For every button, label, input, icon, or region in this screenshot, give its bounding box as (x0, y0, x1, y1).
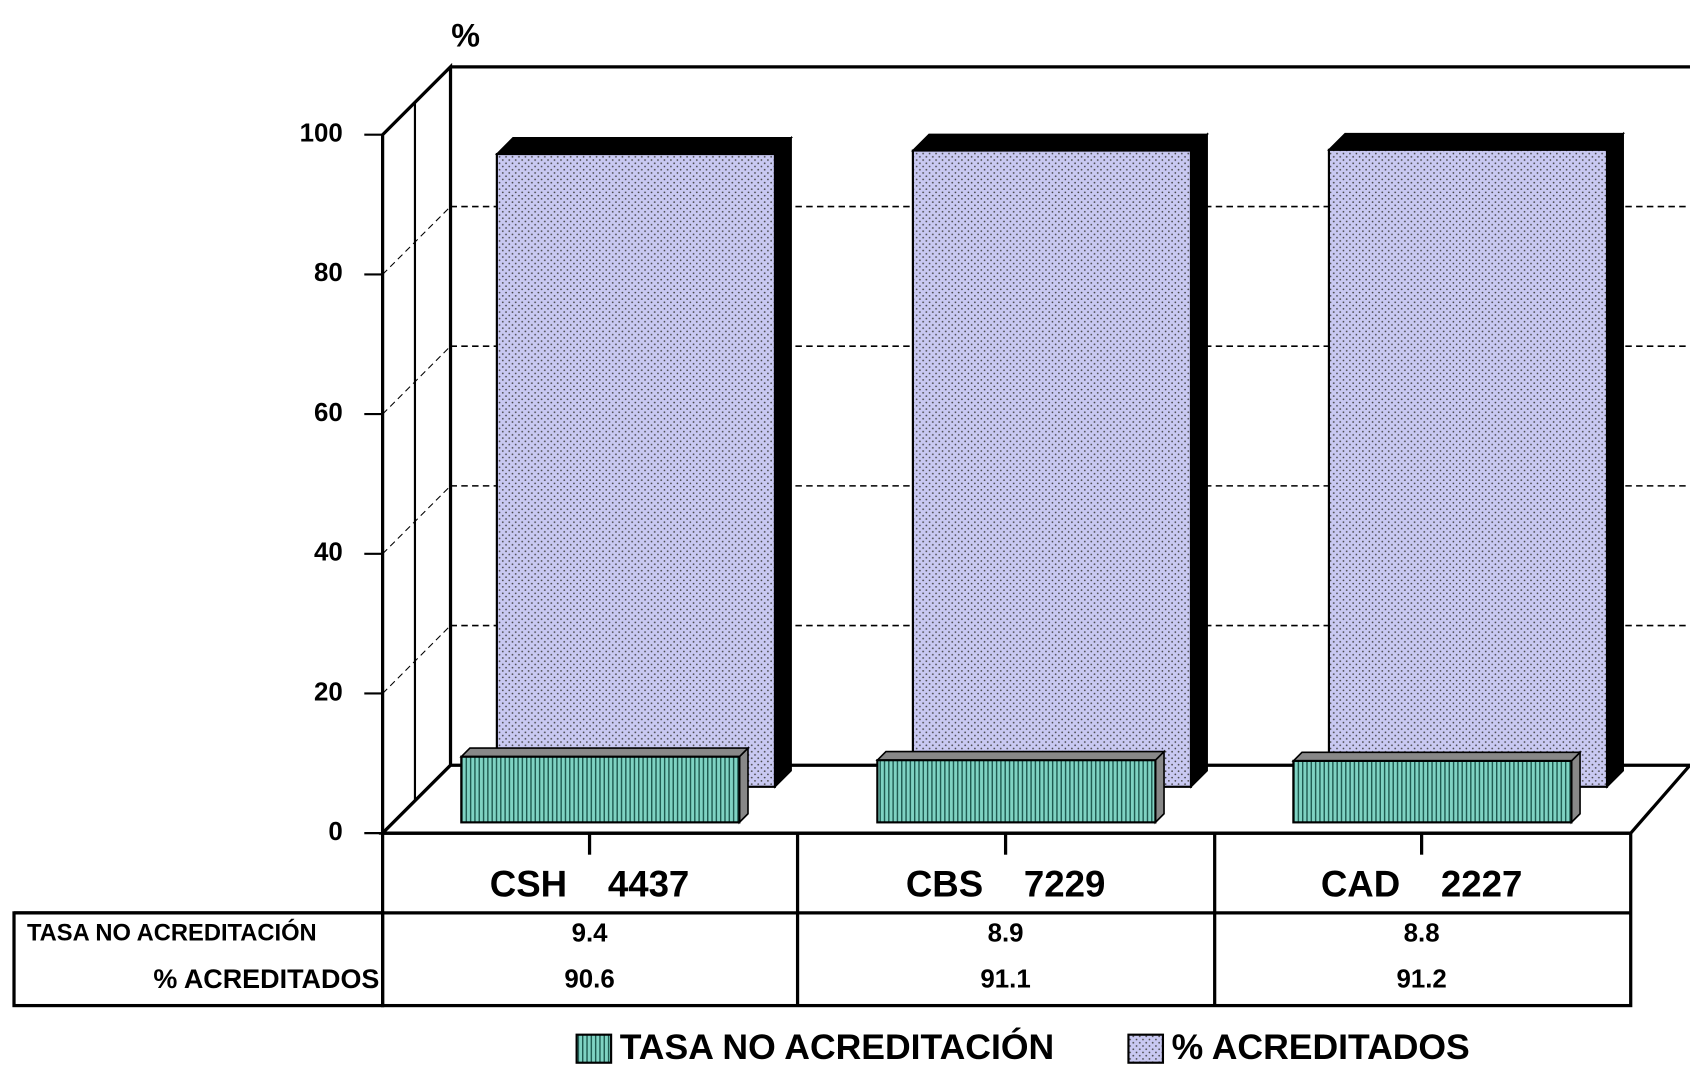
legend-swatch (1127, 1033, 1165, 1064)
y-tick-label: 80 (314, 259, 343, 287)
bar (495, 152, 777, 788)
grid-line (382, 206, 451, 275)
table-row-label: TASA NO ACREDITACIÓN (27, 919, 317, 947)
legend-label: TASA NO ACREDITACIÓN (620, 1027, 1054, 1067)
grid-line (382, 485, 451, 555)
table-cell: 8.8 (1404, 919, 1440, 947)
bar-side (774, 135, 792, 789)
bar-top (494, 137, 794, 155)
grid-line (382, 345, 451, 415)
bar (876, 759, 1157, 824)
y-tick-label: 40 (314, 539, 343, 567)
plot: % 0 20 40 60 80 100 CSH 4437 CBS 7229 CAD 2227 TA… (12, 17, 1690, 1067)
y-axis-label: % (451, 17, 480, 53)
table-cell: 90.6 (564, 966, 614, 994)
bar (1292, 759, 1573, 824)
bar (460, 755, 741, 824)
table-cell: 9.4 (572, 919, 609, 947)
y-tick-label: 100 (300, 120, 343, 148)
bar-top (459, 747, 750, 758)
bar-top (875, 750, 1166, 762)
x-tick-label: CBS 7229 (906, 864, 1106, 905)
x-tick-label: CSH 4437 (490, 864, 690, 905)
bar (911, 149, 1193, 788)
legend-label: % ACREDITADOS (1172, 1027, 1470, 1067)
bar-top (1326, 132, 1626, 151)
y-tick-label: 0 (328, 818, 342, 846)
y-tick-label: 20 (314, 678, 343, 706)
bar-side (1154, 749, 1165, 825)
table-row-label: % ACREDITADOS (153, 964, 379, 994)
table-cell: 8.9 (988, 919, 1024, 947)
table-cell: 91.2 (1396, 966, 1446, 994)
bar-side (1190, 132, 1208, 789)
bar (1327, 148, 1609, 788)
left-wall (381, 62, 453, 838)
table-cell: 91.1 (980, 966, 1030, 994)
grid-line (382, 625, 451, 694)
y-tick-label: 60 (314, 399, 343, 427)
bar-side (738, 746, 749, 825)
x-tick-label: CAD 2227 (1321, 864, 1523, 905)
legend-swatch (575, 1033, 613, 1064)
bar-top (1291, 751, 1583, 762)
bar-top (910, 133, 1210, 152)
bar-side (1570, 750, 1581, 825)
bar-side (1606, 131, 1624, 789)
